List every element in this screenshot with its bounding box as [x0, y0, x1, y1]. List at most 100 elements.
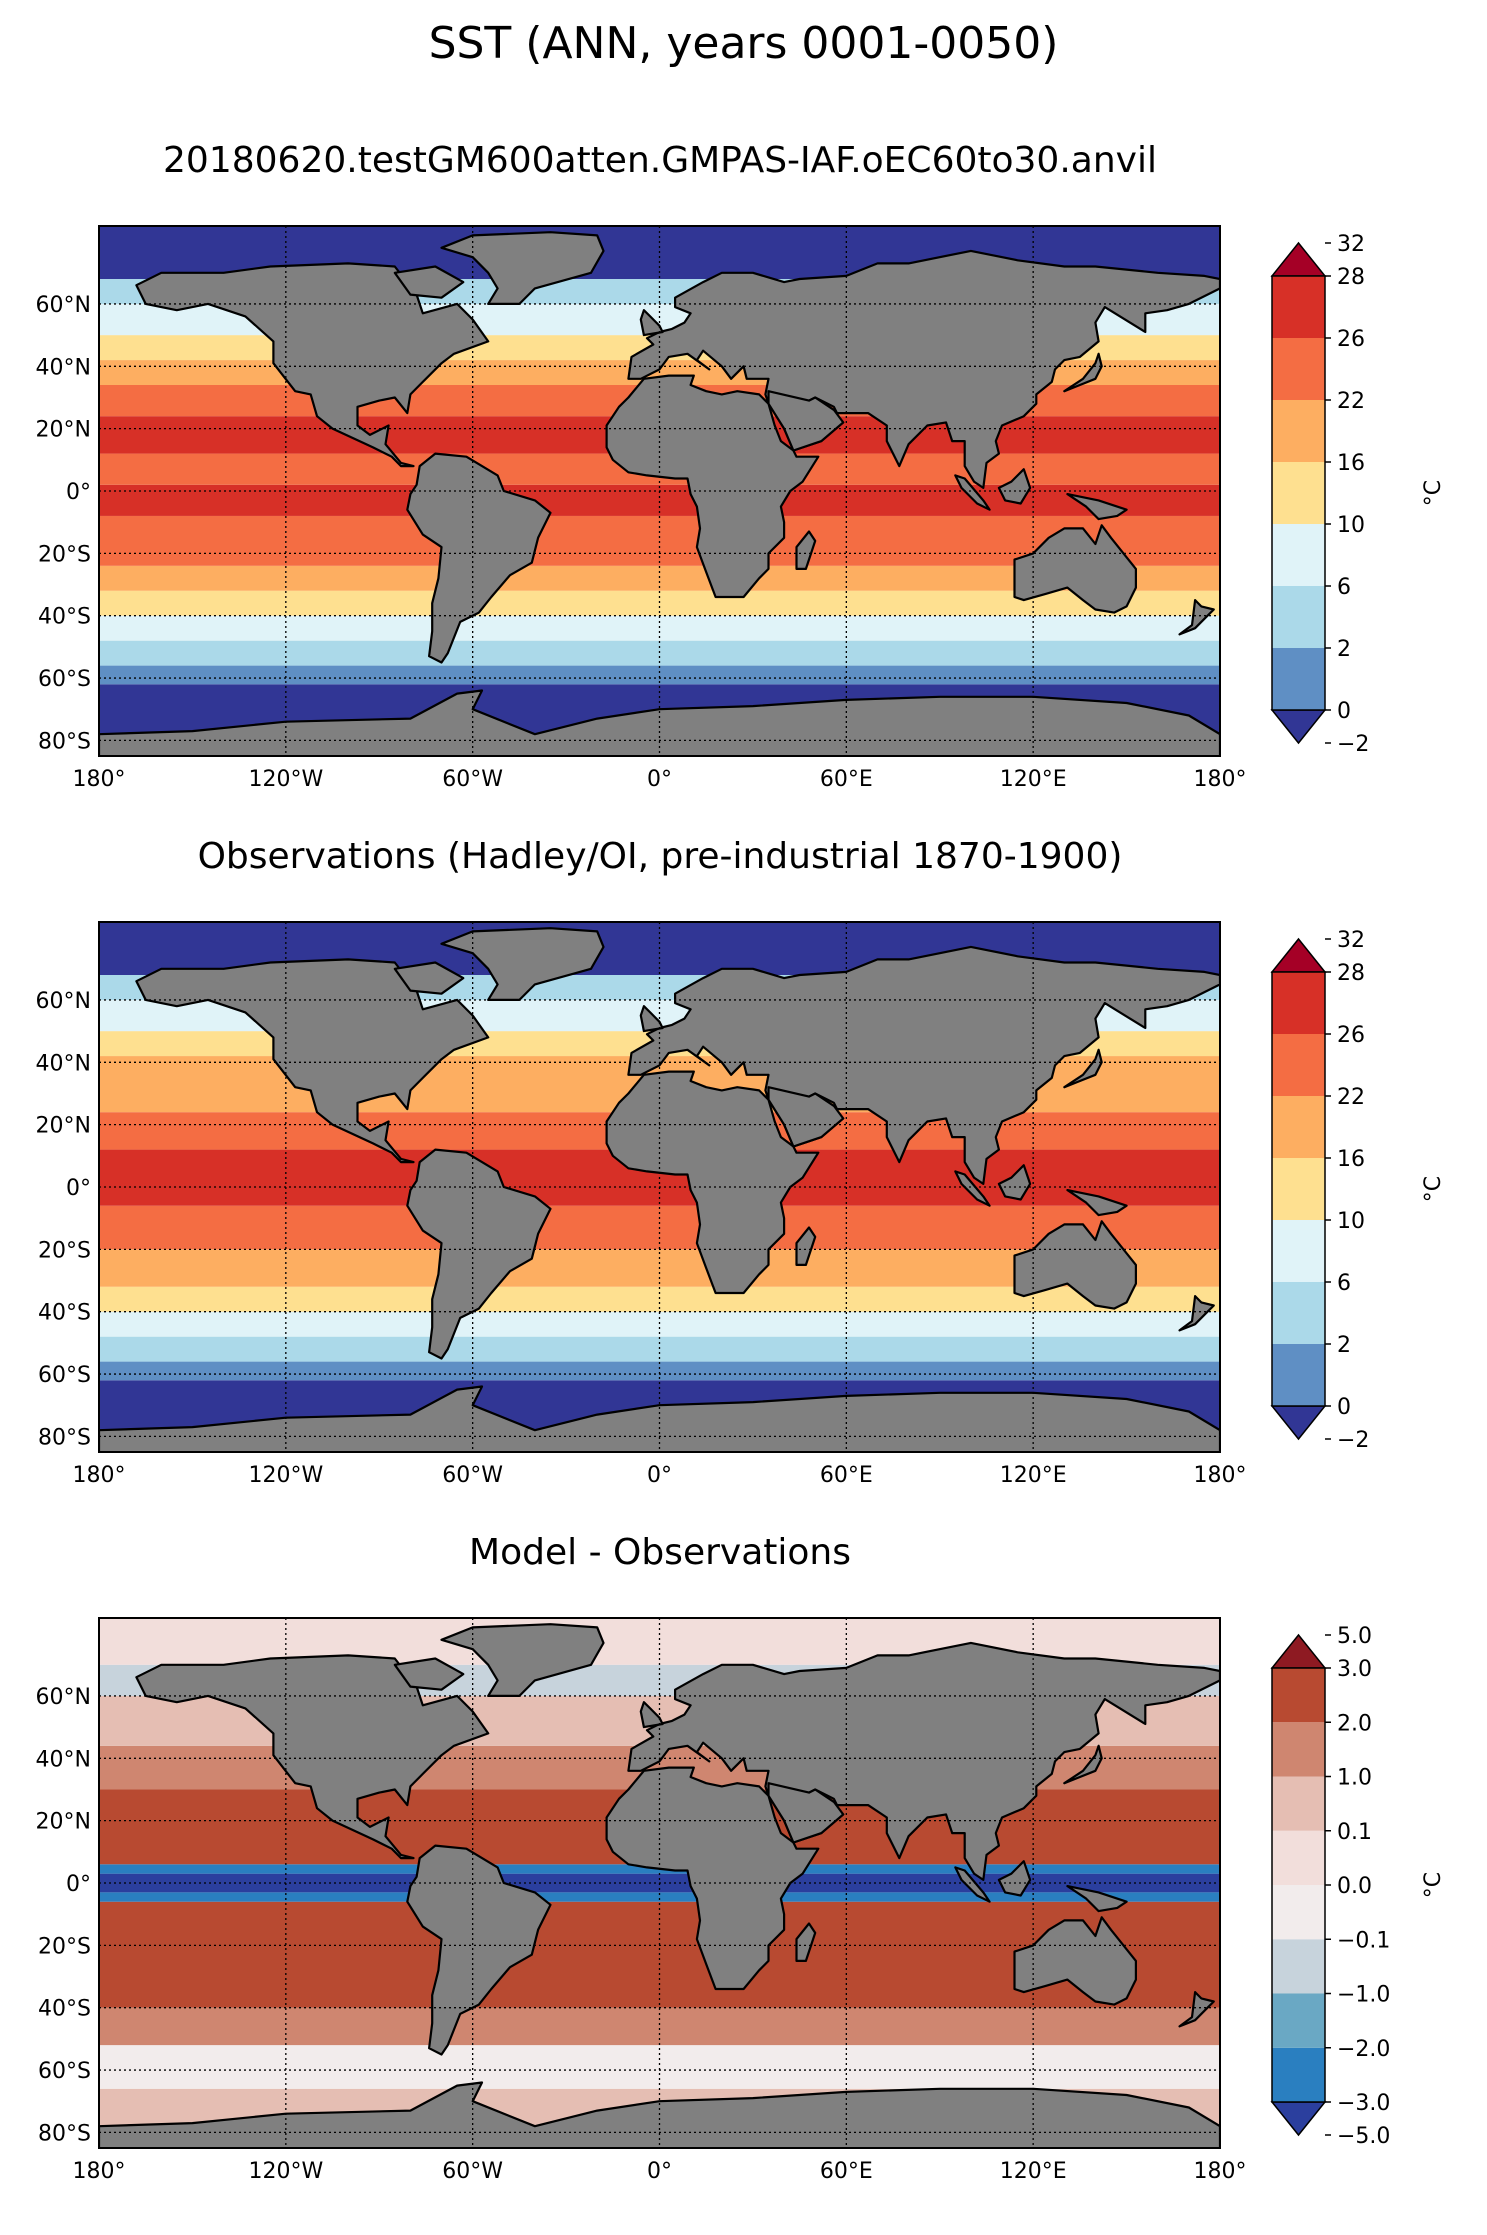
land-north-america: [135, 958, 490, 1164]
y-tick-label: 40°S: [38, 605, 91, 630]
land-madagascar: [795, 1226, 817, 1267]
colorbar-segment: [1272, 1776, 1325, 1831]
x-tick-label: 180°: [73, 1463, 126, 1488]
x-tick-label: 60°W: [442, 767, 503, 792]
sst-band-2: [99, 1361, 1220, 1381]
colorbar-segment: [1272, 1939, 1325, 1994]
colorbar-segment: [1272, 1344, 1325, 1406]
land-new-guinea: [1066, 493, 1128, 521]
colorbar-level-label: 26: [1337, 327, 1365, 352]
y-tick-label: 60°S: [38, 2059, 91, 2084]
x-tick-label: 0°: [647, 767, 672, 792]
x-tick-label: 120°E: [1000, 1463, 1067, 1488]
colorbar-level-label: 26: [1337, 1023, 1365, 1048]
x-tick-label: 60°W: [442, 1463, 503, 1488]
x-tick-label: 180°: [1194, 767, 1247, 792]
sst-band-8: [99, 484, 1220, 516]
colorbar-level-label: −2: [1337, 732, 1369, 757]
x-tick-label: 60°E: [820, 1463, 873, 1488]
colorbar-segment: [1272, 1034, 1325, 1096]
colorbar-level-label: −1.0: [1337, 1983, 1390, 2008]
land-borneo: [997, 1164, 1032, 1201]
colorbar-segment: [1272, 1668, 1325, 1723]
x-tick-label: 120°W: [248, 767, 323, 792]
y-tick-label: 0°: [66, 1872, 91, 1897]
sst-band-2: [99, 2045, 1220, 2089]
land-eurasia: [627, 945, 1220, 1186]
land-eurasia: [627, 249, 1220, 489]
land-africa: [605, 1070, 820, 1295]
land-new-zealand: [1178, 598, 1215, 636]
colorbar-segment: [1272, 972, 1325, 1034]
colorbar-level-label: 0: [1337, 1395, 1351, 1420]
x-tick-label: 180°: [73, 767, 126, 792]
x-tick-label: 0°: [647, 2159, 672, 2184]
colorbar-3: −5.0 −3.0 −2.0 −1.0 −0.1 0.0 0.1 1.0 2.0 3.0 5.0 °C: [1270, 1624, 1446, 2149]
y-tick-label: 60°N: [36, 293, 91, 318]
land-britain: [639, 1005, 664, 1033]
colorbar-level-label: −2.0: [1337, 2037, 1390, 2062]
colorbar-unit-label: °C: [1421, 1872, 1446, 1898]
colorbar-segment: [1272, 648, 1325, 710]
land-south-america: [406, 1148, 552, 1360]
land-australia: [1013, 1220, 1138, 1310]
land-arabia-india-gap: [767, 1086, 845, 1148]
y-tick-label: 40°S: [38, 1301, 91, 1326]
land-baffin-island: [393, 1657, 465, 1691]
colorbar-segment: [1272, 524, 1325, 586]
land-sumatra: [954, 1170, 991, 1207]
colorbar-segment: [1272, 1885, 1325, 1940]
colorbar-level-label: −0.1: [1337, 1928, 1390, 1953]
land-borneo: [997, 1860, 1032, 1897]
x-tick-label: 60°E: [820, 767, 873, 792]
y-tick-label: 60°S: [38, 1363, 91, 1388]
x-tick-label: 120°E: [1000, 767, 1067, 792]
colorbar-level-label: 3.0: [1337, 1657, 1372, 1682]
map-panel-2: 180° 120°W 60°W 0° 60°E 120°E 180° 60°N 40°N 20°N…: [36, 921, 1446, 1488]
colorbar-segment: [1272, 338, 1325, 400]
colorbar-level-label: 28: [1337, 961, 1365, 986]
colorbar-level-label: 16: [1337, 1147, 1365, 1172]
colorbar-unit-label: °C: [1421, 480, 1446, 506]
land-africa: [605, 1766, 820, 1991]
land-britain: [639, 1701, 664, 1729]
land-north-america: [135, 262, 490, 468]
land-new-guinea: [1066, 1188, 1128, 1217]
colorbar-level-label: 1.0: [1337, 1766, 1372, 1791]
colorbar-level-label: 2: [1337, 637, 1351, 662]
x-tick-label: 180°: [1194, 1463, 1247, 1488]
colorbar-level-label: 5.0: [1337, 1624, 1372, 1649]
x-tick-label: 60°E: [820, 2159, 873, 2184]
y-tick-label: 20°N: [36, 1810, 91, 1835]
y-tick-label: 20°S: [38, 1238, 91, 1263]
land-britain: [639, 309, 664, 337]
colorbar-level-label: 0: [1337, 699, 1351, 724]
colorbar-segment: [1272, 586, 1325, 648]
land-sumatra: [954, 1866, 991, 1903]
y-tick-label: 40°N: [36, 1747, 91, 1772]
colorbar-segment: [1272, 1830, 1325, 1885]
colorbar-segment: [1272, 400, 1325, 462]
colorbar-level-label: 22: [1337, 389, 1365, 414]
land-madagascar: [795, 1922, 817, 1963]
colorbar-max-extension: [1270, 241, 1327, 277]
panel-2-title: Observations (Hadley/OI, pre-industrial …: [197, 836, 1123, 877]
land-south-america: [406, 452, 552, 664]
y-tick-label: 40°N: [36, 1051, 91, 1076]
y-tick-label: 20°S: [38, 542, 91, 567]
colorbar-level-label: 10: [1337, 513, 1365, 538]
colorbar-segment: [1272, 1220, 1325, 1282]
colorbar-segment: [1272, 1282, 1325, 1344]
colorbar-level-label: 6: [1337, 575, 1351, 600]
land-baffin-island: [393, 265, 465, 299]
x-tick-label: 60°W: [442, 2159, 503, 2184]
colorbar-level-label: 16: [1337, 451, 1365, 476]
map-panel-1: 180° 120°W 60°W 0° 60°E 120°E 180° 60°N 40°N 20°N…: [36, 225, 1446, 792]
map-frame: [98, 225, 1221, 757]
land-new-zealand: [1178, 1294, 1215, 1332]
y-tick-label: 40°S: [38, 1997, 91, 2022]
land-antarctica: [99, 1385, 1220, 1452]
panel-3-title: Model - Observations: [469, 1532, 851, 1573]
